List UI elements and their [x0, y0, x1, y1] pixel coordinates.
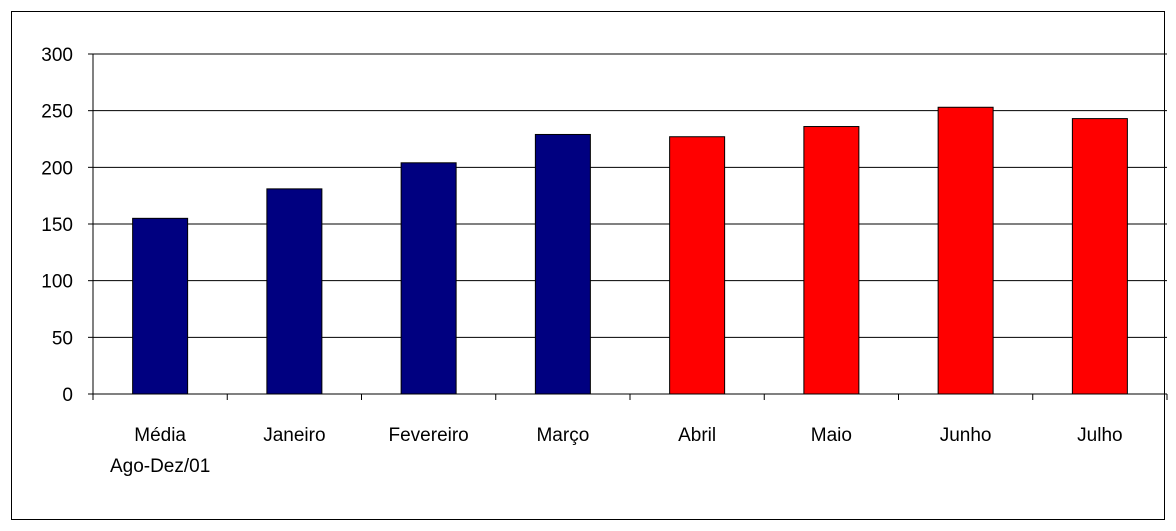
x-tick-label-line: Média — [134, 425, 186, 446]
bar — [400, 162, 457, 395]
x-tick-label: Fevereiro — [389, 425, 469, 446]
bar — [1071, 118, 1128, 395]
x-tick-label-line: Ago-Dez/01 — [110, 456, 210, 477]
y-tick-label: 0 — [62, 385, 73, 406]
x-tick-label-line: Julho — [1077, 425, 1122, 446]
bar — [669, 136, 726, 395]
bar — [534, 133, 591, 395]
y-tick-label: 50 — [52, 328, 73, 349]
bar — [132, 217, 189, 395]
x-tick-label-line: Fevereiro — [389, 425, 469, 446]
y-tick-label: 100 — [41, 272, 73, 293]
x-tick-label: Junho — [940, 425, 992, 446]
axes — [88, 53, 1168, 400]
x-tick-label-line: Maio — [811, 425, 852, 446]
x-tick-label: Janeiro — [263, 425, 325, 446]
x-tick-label: Julho — [1077, 425, 1122, 446]
x-tick-label: Média Ago-Dez/01 — [110, 425, 210, 477]
y-tick-label: 300 — [41, 45, 73, 66]
bar — [937, 106, 994, 395]
x-tick-label: Maio — [811, 425, 852, 446]
x-tick-label-line: Junho — [940, 425, 992, 446]
bars — [132, 106, 1128, 395]
y-tick-label: 200 — [41, 158, 73, 179]
x-tick-label: Abril — [678, 425, 716, 446]
x-tick-label-line: Março — [536, 425, 589, 446]
y-tick-label: 250 — [41, 102, 73, 123]
x-tick-label: Março — [536, 425, 589, 446]
x-tick-label-line: Abril — [678, 425, 716, 446]
y-tick-label: 150 — [41, 215, 73, 236]
gridlines — [93, 53, 1167, 338]
x-tick-label-line: Janeiro — [263, 425, 325, 446]
labels: 0 50 100 150 200 250 300 Média Ago-Dez/01 Janeiro… — [41, 45, 1122, 477]
bar — [266, 188, 323, 395]
bar — [803, 126, 860, 395]
